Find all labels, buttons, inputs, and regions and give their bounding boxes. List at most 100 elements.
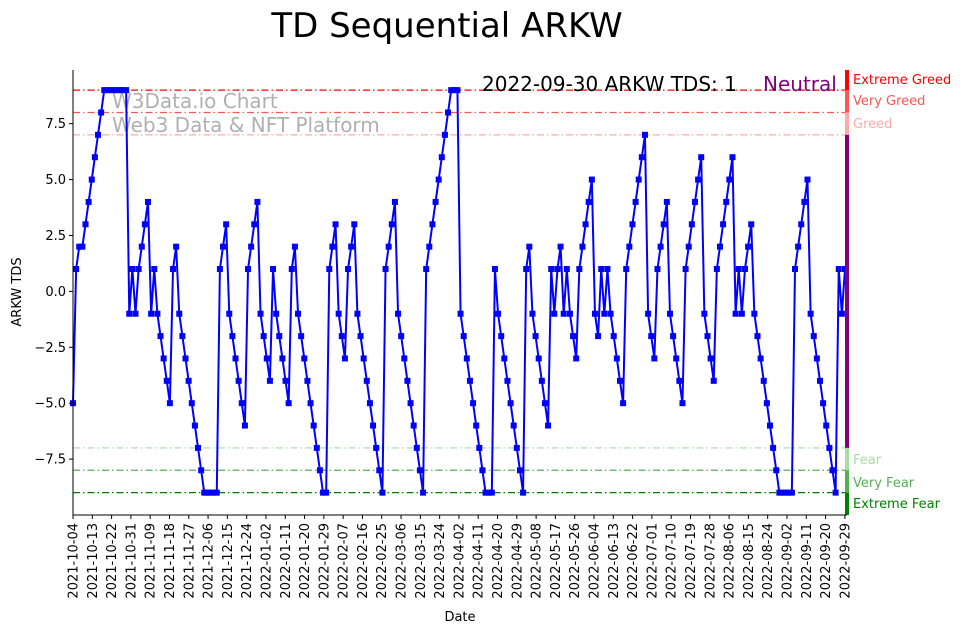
data-point xyxy=(491,266,498,273)
data-point xyxy=(704,333,711,340)
data-point xyxy=(138,243,145,250)
data-point xyxy=(820,400,827,407)
data-point xyxy=(582,221,589,228)
data-point xyxy=(666,310,673,317)
x-tick-label: 2022-09-20 xyxy=(819,523,834,599)
data-point xyxy=(332,221,339,228)
data-point xyxy=(835,266,842,273)
y-tick-label: −5.0 xyxy=(34,397,66,412)
data-point xyxy=(351,221,358,228)
zone-label: Very Greed xyxy=(853,94,925,109)
zone-bar xyxy=(845,90,849,113)
data-point xyxy=(638,154,645,161)
data-point xyxy=(107,87,114,94)
data-point xyxy=(145,198,152,205)
x-tick-label: 2022-08-15 xyxy=(742,523,757,599)
annotation-text: 2022-09-30 ARKW TDS: 1 xyxy=(482,72,737,96)
data-point xyxy=(148,310,155,317)
data-point xyxy=(735,266,742,273)
data-point xyxy=(423,266,430,273)
data-point xyxy=(507,400,514,407)
data-point xyxy=(535,355,542,362)
data-point xyxy=(688,221,695,228)
data-point xyxy=(88,176,95,183)
data-point xyxy=(345,266,352,273)
chart-title: TD Sequential ARKW xyxy=(270,6,622,46)
data-point xyxy=(363,377,370,384)
data-point xyxy=(248,243,255,250)
x-tick-label: 2022-02-16 xyxy=(356,523,371,599)
data-point xyxy=(660,221,667,228)
y-tick-label: 5.0 xyxy=(45,173,66,188)
data-point xyxy=(685,243,692,250)
zone-bar xyxy=(845,70,849,91)
x-tick-label: 2022-06-04 xyxy=(588,523,603,599)
data-point xyxy=(213,489,220,496)
data-point xyxy=(579,243,586,250)
zone-bar xyxy=(845,470,849,493)
x-tick-label: 2022-03-15 xyxy=(414,523,429,599)
data-point xyxy=(763,400,770,407)
data-point xyxy=(385,243,392,250)
data-point xyxy=(220,243,227,250)
data-point xyxy=(651,355,658,362)
data-point xyxy=(726,176,733,183)
data-point xyxy=(451,87,458,94)
data-point xyxy=(485,489,492,496)
data-point xyxy=(757,355,764,362)
data-point xyxy=(448,87,455,94)
x-tick-label: 2022-09-29 xyxy=(838,523,853,599)
data-point xyxy=(691,198,698,205)
data-point xyxy=(198,467,205,474)
data-point xyxy=(98,109,105,116)
data-point xyxy=(791,266,798,273)
x-tick-label: 2022-02-07 xyxy=(337,523,352,599)
data-point xyxy=(476,444,483,451)
data-point xyxy=(73,266,80,273)
data-point xyxy=(257,310,264,317)
data-point xyxy=(301,355,308,362)
data-point xyxy=(795,243,802,250)
data-point xyxy=(810,333,817,340)
data-point xyxy=(298,333,305,340)
data-point xyxy=(716,243,723,250)
data-point xyxy=(126,310,133,317)
data-point xyxy=(420,489,427,496)
data-point xyxy=(401,355,408,362)
data-point xyxy=(295,310,302,317)
data-point xyxy=(604,266,611,273)
data-point xyxy=(338,333,345,340)
y-tick-label: −7.5 xyxy=(34,453,66,468)
data-point xyxy=(91,154,98,161)
data-point xyxy=(626,243,633,250)
x-tick-label: 2022-06-22 xyxy=(626,523,641,599)
data-point xyxy=(548,266,555,273)
data-point xyxy=(751,310,758,317)
data-point xyxy=(807,310,814,317)
data-point xyxy=(348,243,355,250)
x-tick-label: 2021-11-27 xyxy=(182,523,197,599)
x-tick-label: 2021-11-18 xyxy=(163,523,178,599)
data-point xyxy=(360,355,367,362)
data-point xyxy=(676,377,683,384)
data-point xyxy=(698,154,705,161)
zone-label: Very Fear xyxy=(853,476,915,491)
x-tick-label: 2022-03-24 xyxy=(433,523,448,599)
data-point xyxy=(191,422,198,429)
data-point xyxy=(779,489,786,496)
data-point xyxy=(179,333,186,340)
data-point xyxy=(313,444,320,451)
data-point xyxy=(754,333,761,340)
data-point xyxy=(610,333,617,340)
data-point xyxy=(101,87,108,94)
data-point xyxy=(238,400,245,407)
data-point xyxy=(410,422,417,429)
data-point xyxy=(123,87,130,94)
data-point xyxy=(657,243,664,250)
data-point xyxy=(523,266,530,273)
data-point xyxy=(435,176,442,183)
data-point xyxy=(382,266,389,273)
data-point xyxy=(426,243,433,250)
data-point xyxy=(170,266,177,273)
data-point xyxy=(513,444,520,451)
